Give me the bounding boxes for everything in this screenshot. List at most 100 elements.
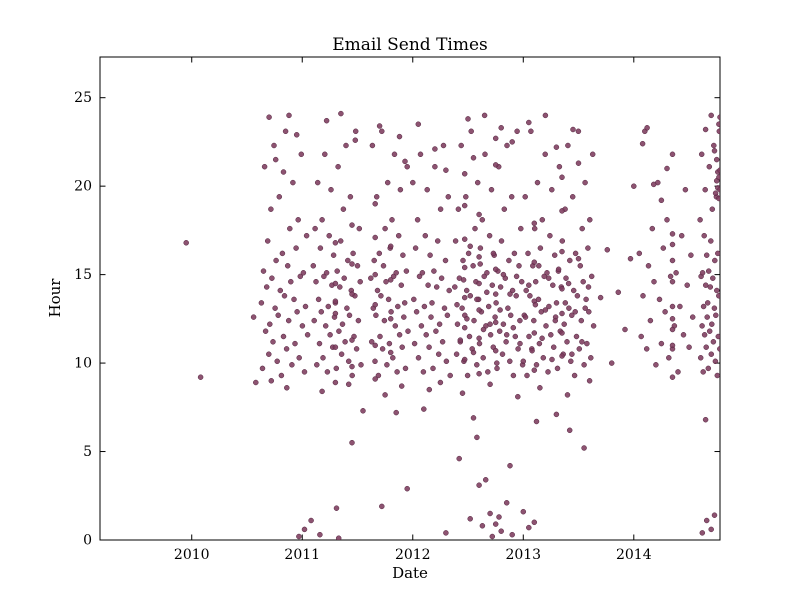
data-point [505,305,511,311]
data-point [697,355,704,361]
data-point [513,293,519,299]
data-point [444,312,451,319]
data-point [555,266,562,273]
data-point [261,163,268,170]
data-point [494,365,500,372]
data-point [716,293,720,299]
data-point [414,217,421,223]
data-point [476,254,482,260]
data-point [653,362,659,368]
data-point [542,151,548,158]
data-point [396,133,403,140]
data-point [531,519,538,526]
data-point [702,282,709,288]
data-point [664,165,670,172]
data-point [556,163,563,170]
data-point [315,296,322,303]
data-point [464,316,470,322]
data-point [296,533,302,540]
data-point [453,351,460,357]
data-point [531,220,538,227]
data-point [570,287,577,294]
data-point [673,270,679,276]
data-point [476,280,482,287]
data-point [487,510,493,517]
data-point [706,328,713,334]
data-point [320,355,326,361]
data-point [429,300,435,306]
data-point [322,323,329,329]
data-point [585,245,591,251]
data-point [301,369,308,375]
data-point [701,232,707,239]
data-point [571,372,578,379]
data-point [349,372,355,379]
data-point [264,238,271,244]
data-point [489,282,496,288]
data-point [503,339,509,345]
data-point [476,335,482,342]
data-point [280,169,287,175]
data-point [712,190,719,196]
data-point [470,349,477,356]
data-point [684,282,690,288]
data-point [336,328,342,334]
data-point [297,273,304,280]
data-point [476,370,482,377]
data-point [470,415,477,421]
data-point [293,245,299,251]
data-point [467,516,473,522]
data-point [717,346,720,352]
data-point [644,125,650,131]
data-point [702,126,709,133]
data-point [447,372,453,379]
data-point [333,365,340,372]
data-point [544,270,550,276]
data-point [404,485,410,492]
data-point [500,271,507,278]
data-point [708,112,714,119]
data-point [570,126,576,133]
data-point [645,263,652,269]
data-point [710,339,717,345]
data-point [463,194,469,200]
data-point [498,125,504,131]
data-point [464,372,471,379]
data-point [437,379,444,386]
data-point [656,296,663,303]
data-point [278,372,285,379]
data-point [503,332,510,338]
data-point [349,261,355,267]
data-point [537,385,543,391]
data-point [572,309,578,315]
data-point [349,363,355,370]
data-point [387,349,394,356]
data-point [708,238,714,244]
data-point [484,270,490,276]
data-point [487,381,493,388]
data-point [423,332,429,338]
data-point [572,250,579,257]
data-point [485,369,491,375]
data-point [539,217,546,223]
data-point [590,323,597,329]
data-point [477,261,483,267]
data-point [559,353,565,359]
data-point [342,339,348,345]
data-point [318,309,325,315]
data-point [498,528,504,534]
data-point [376,123,383,129]
data-point [386,340,393,347]
data-point [438,275,445,281]
data-point [461,294,468,301]
data-point [372,342,378,349]
data-point [476,482,482,488]
data-point [372,271,378,278]
data-point [514,128,520,135]
data-point [267,321,273,327]
data-point [500,321,507,327]
data-point [459,390,466,396]
data-point [459,305,465,311]
data-point [338,351,345,357]
x-tick-label: 2010 [174,547,210,563]
